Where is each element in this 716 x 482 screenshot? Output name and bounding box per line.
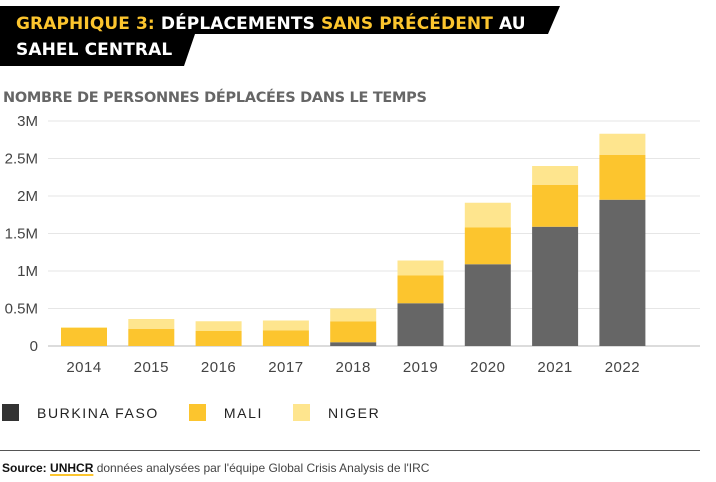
chart-title-line-2: SAHEL CENTRAL (16, 40, 173, 60)
legend-label: BURKINA FASO (37, 404, 159, 421)
y-tick-label: 0.5M (5, 301, 38, 318)
chart-title-line-1: GRAPHIQUE 3: DÉPLACEMENTS SANS PRÉCÉDENT… (16, 14, 526, 34)
y-tick-label: 3M (17, 113, 38, 130)
x-tick-label: 2017 (268, 359, 303, 376)
bar-niger-2017 (262, 320, 309, 331)
legend-item-burkina-faso: BURKINA FASO (2, 404, 159, 421)
chart-legend: BURKINA FASO MALI NIGER (2, 404, 410, 421)
title-part: AU (492, 14, 526, 34)
x-tick-label: 2019 (403, 359, 438, 376)
bar-mali-2015 (128, 328, 175, 346)
bar-niger-2020 (464, 202, 511, 228)
x-tick-label: 2020 (470, 359, 505, 376)
y-tick-label: 1.5M (5, 226, 38, 243)
x-tick-label: 2022 (605, 359, 640, 376)
legend-label: NIGER (327, 404, 381, 421)
bar-niger-2019 (397, 260, 444, 276)
bar-niger-2015 (128, 319, 175, 329)
bar-mali-2018 (330, 321, 377, 343)
legend-swatch-mali (188, 404, 206, 421)
title-part-label: GRAPHIQUE 3: (16, 14, 161, 34)
bar-niger-2022 (599, 133, 646, 155)
source-text: données analysées par l'équipe Global Cr… (93, 461, 430, 475)
y-tick-label: 1M (17, 263, 38, 280)
bar-mali-2021 (532, 184, 579, 227)
chart-subtitle: NOMBRE DE PERSONNES DÉPLACÉES DANS LE TE… (3, 90, 427, 106)
bar-niger-2018 (330, 308, 377, 322)
bar-mali-2017 (262, 330, 309, 346)
bar-mali-2019 (397, 275, 444, 304)
bar-burkina-faso-2020 (464, 264, 511, 346)
bar-burkina-faso-2022 (599, 199, 646, 346)
source-note: Source: UNHCR données analysées par l'éq… (2, 461, 429, 475)
legend-swatch-burkina-faso (2, 404, 19, 421)
legend-label: MALI (223, 404, 263, 421)
stacked-bar-chart: 0 0.5M 1M 1.5M 2M 2.5M 3M 2014 2015 2016 2017 2018 2… (5, 113, 700, 376)
bar-mali-2016 (195, 331, 242, 346)
source-label: Source: (2, 461, 47, 475)
x-tick-label: 2018 (336, 359, 371, 376)
legend-swatch-niger (292, 404, 310, 421)
legend-item-mali: MALI (188, 404, 263, 421)
bar-mali-2022 (599, 154, 646, 200)
bar-burkina-faso-2019 (397, 303, 444, 346)
source-org-link[interactable]: UNHCR (50, 461, 94, 475)
legend-item-niger: NIGER (292, 404, 381, 421)
title-banner-background (0, 6, 560, 66)
bar-mali-2014 (61, 328, 107, 346)
y-tick-label: 2.5M (5, 151, 38, 168)
bar-niger-2016 (195, 321, 242, 331)
bar-burkina-faso-2018 (330, 342, 377, 346)
y-tick-label: 2M (17, 188, 38, 205)
chart-title-banner: GRAPHIQUE 3: DÉPLACEMENTS SANS PRÉCÉDENT… (0, 6, 560, 66)
bar-niger-2014 (61, 327, 107, 328)
x-tick-label: 2016 (201, 359, 236, 376)
bar-niger-2021 (532, 166, 579, 185)
x-tick-label: 2014 (66, 359, 101, 376)
title-part: DÉPLACEMENTS (160, 14, 321, 34)
footer-divider (0, 450, 700, 451)
x-tick-label: 2021 (537, 359, 572, 376)
bar-mali-2020 (464, 227, 511, 265)
title-part-highlight: SANS PRÉCÉDENT (320, 14, 493, 34)
bar-burkina-faso-2021 (532, 226, 579, 346)
y-tick-label: 0 (30, 338, 38, 355)
x-tick-label: 2015 (134, 359, 169, 376)
